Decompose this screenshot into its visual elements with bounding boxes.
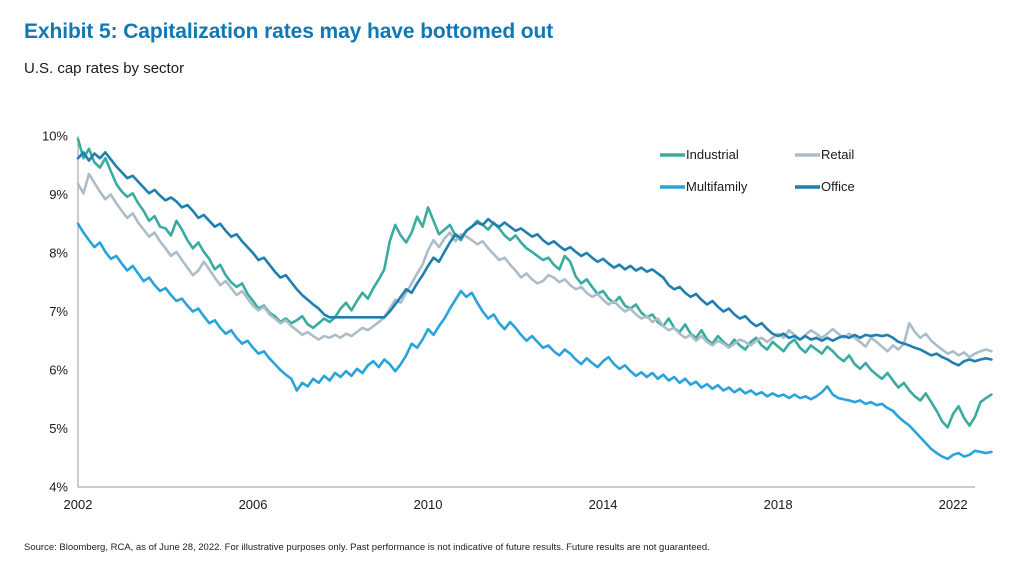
legend-item-multifamily[interactable]: Multifamily bbox=[660, 179, 748, 194]
y-tick-label: 7% bbox=[49, 304, 68, 319]
legend-label-office: Office bbox=[821, 179, 855, 194]
legend-label-multifamily: Multifamily bbox=[686, 179, 748, 194]
y-tick-label: 10% bbox=[42, 129, 68, 144]
chart-legend: Industrial Retail Multifamily Office bbox=[660, 147, 855, 194]
series-line-retail bbox=[76, 172, 993, 359]
legend-item-industrial[interactable]: Industrial bbox=[660, 147, 739, 162]
chart-subtitle: U.S. cap rates by sector bbox=[24, 60, 185, 77]
x-tick-label: 2014 bbox=[589, 497, 618, 512]
x-tick-label: 2010 bbox=[414, 497, 443, 512]
series-line-office bbox=[76, 151, 993, 367]
legend-label-retail: Retail bbox=[821, 147, 854, 162]
y-tick-label: 6% bbox=[49, 363, 68, 378]
source-note: Source: Bloomberg, RCA, as of June 28, 2… bbox=[24, 542, 710, 553]
series-line-multifamily bbox=[76, 222, 993, 461]
page-title: Exhibit 5: Capitalization rates may have… bbox=[24, 20, 554, 43]
y-tick-label: 5% bbox=[49, 421, 68, 436]
legend-item-retail[interactable]: Retail bbox=[795, 147, 854, 162]
series-line-industrial bbox=[76, 137, 993, 429]
y-tick-label: 8% bbox=[49, 246, 68, 261]
y-tick-label: 4% bbox=[49, 480, 68, 495]
y-tick-label: 9% bbox=[49, 187, 68, 202]
x-tick-label: 2018 bbox=[764, 497, 793, 512]
legend-item-office[interactable]: Office bbox=[795, 179, 855, 194]
x-tick-label: 2006 bbox=[239, 497, 268, 512]
legend-label-industrial: Industrial bbox=[686, 147, 739, 162]
x-tick-label: 2022 bbox=[939, 497, 968, 512]
x-tick-label: 2002 bbox=[64, 497, 93, 512]
